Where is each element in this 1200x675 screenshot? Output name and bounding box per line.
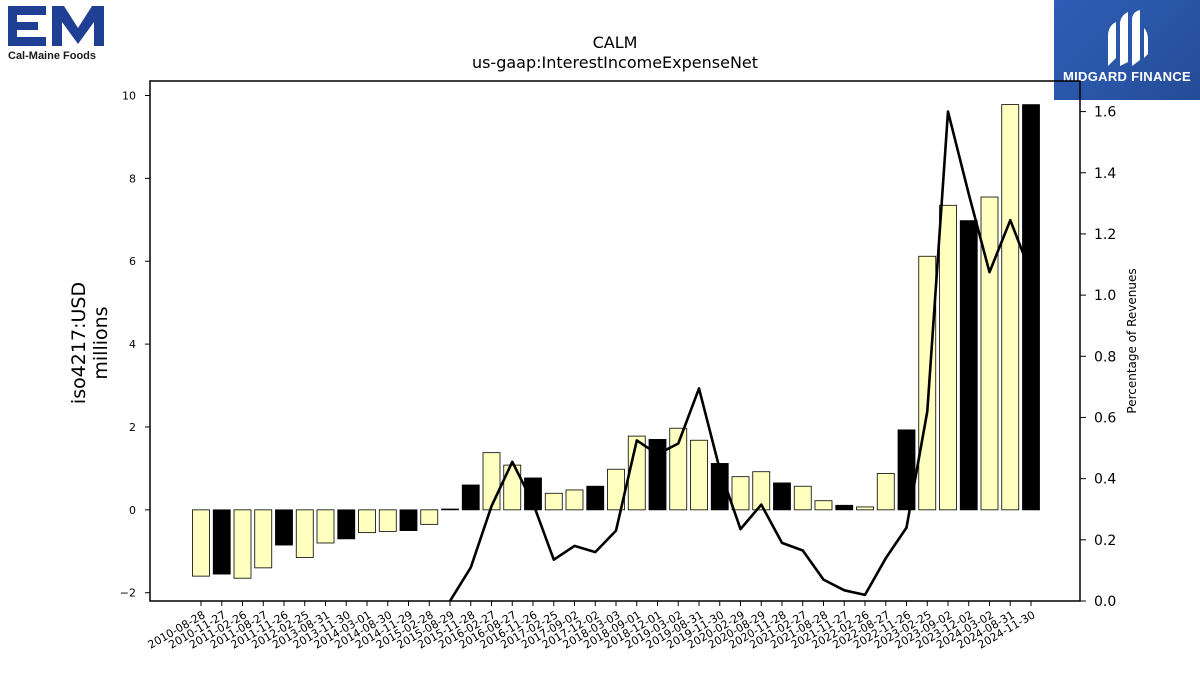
bar <box>420 509 439 525</box>
y2-tick-label: 1.2 <box>1094 227 1116 243</box>
bar <box>399 509 418 531</box>
y-axis-label-line: millions <box>90 306 112 379</box>
y2-tick-label: 1.4 <box>1094 166 1116 182</box>
bar <box>669 427 688 511</box>
bar <box>793 485 812 511</box>
chart-title: CALM <box>592 33 638 52</box>
y-tick-label: 0 <box>129 504 136 517</box>
bar <box>731 476 750 511</box>
bar <box>358 509 376 534</box>
bar <box>1022 104 1040 511</box>
midgard-finance-logo: MIDGARD FINANCE <box>1054 0 1200 100</box>
plot-frame <box>149 80 1081 602</box>
bar <box>337 509 356 540</box>
y-tick-label: 4 <box>129 338 136 351</box>
bar <box>1001 104 1020 511</box>
bar <box>378 509 397 532</box>
bar <box>897 429 916 511</box>
bar <box>586 485 605 511</box>
bar <box>254 509 273 569</box>
y-tick-label: 6 <box>129 255 136 268</box>
y2-tick-label: 0.8 <box>1094 349 1116 365</box>
cal-maine-logo-text: Cal-Maine Foods <box>8 50 97 62</box>
bar <box>939 204 957 511</box>
revenue-percentage-line <box>448 110 1033 601</box>
bar <box>503 464 522 511</box>
y2-tick-label: 0.6 <box>1094 410 1116 426</box>
y2-tick-label: 0.4 <box>1094 472 1116 488</box>
bar <box>192 509 210 577</box>
bar <box>461 484 480 511</box>
bar <box>835 504 854 511</box>
bar <box>295 509 314 558</box>
y2-tick-label: 1.6 <box>1094 105 1116 121</box>
cal-maine-logo-mark <box>8 6 104 46</box>
y-tick-label: 10 <box>122 90 136 103</box>
bar <box>482 452 501 511</box>
bar <box>648 439 667 511</box>
y-tick-label: 8 <box>129 172 136 185</box>
y-tick-label: 2 <box>129 421 136 434</box>
bar <box>856 506 874 511</box>
bar <box>212 509 231 575</box>
y-axis-label-line: iso4217:USD <box>68 282 90 404</box>
bar <box>918 255 937 511</box>
chart-subtitle: us-gaap:InterestIncomeExpenseNet <box>471 53 759 72</box>
y2-tick-label: 0.0 <box>1094 594 1116 610</box>
bar <box>814 500 833 511</box>
midgard-finance-text: MIDGARD FINANCE <box>1063 69 1191 84</box>
midgard-logo-mark <box>1108 10 1148 66</box>
bar <box>544 492 563 511</box>
bar <box>690 439 708 511</box>
bar <box>980 196 999 511</box>
bar <box>275 509 293 546</box>
bar <box>959 220 978 511</box>
chart-title-block: CALM us-gaap:InterestIncomeExpenseNet <box>0 33 1200 73</box>
y2-axis-label: Percentage of Revenues <box>1125 268 1139 413</box>
cal-maine-logo <box>8 6 108 66</box>
bar <box>710 463 729 511</box>
bar <box>627 435 646 511</box>
bar <box>752 471 771 511</box>
bar <box>565 489 584 511</box>
bar <box>773 482 791 511</box>
bar <box>316 509 335 544</box>
bar <box>876 472 895 511</box>
y2-tick-label: 0.2 <box>1094 533 1116 549</box>
y-tick-label: −2 <box>120 587 136 600</box>
bar <box>233 509 252 579</box>
bar <box>524 477 542 511</box>
bar <box>441 508 459 511</box>
y2-tick-label: 1.0 <box>1094 288 1116 304</box>
